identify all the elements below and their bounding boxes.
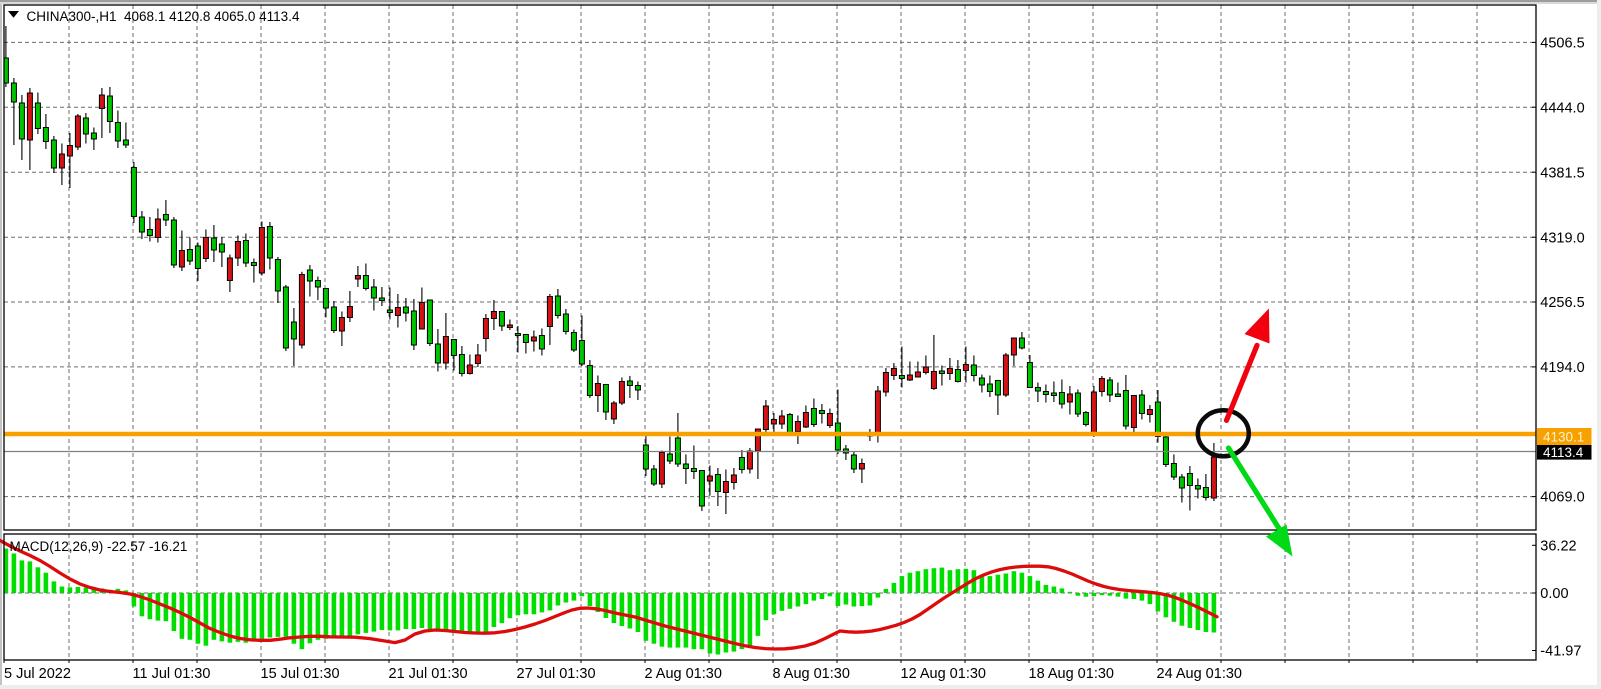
svg-text:24 Aug 01:30: 24 Aug 01:30	[1157, 666, 1242, 682]
svg-text:15 Jul 01:30: 15 Jul 01:30	[261, 666, 340, 682]
svg-text:4319.0: 4319.0	[1540, 230, 1584, 246]
svg-text:4381.5: 4381.5	[1540, 165, 1584, 181]
svg-text:12 Aug 01:30: 12 Aug 01:30	[901, 666, 986, 682]
svg-text:4069.0: 4069.0	[1540, 490, 1584, 506]
svg-text:27 Jul 01:30: 27 Jul 01:30	[517, 666, 596, 682]
svg-text:8 Aug 01:30: 8 Aug 01:30	[773, 666, 850, 682]
svg-text:36.22: 36.22	[1540, 538, 1576, 554]
svg-text:21 Jul 01:30: 21 Jul 01:30	[389, 666, 468, 682]
svg-text:2 Aug 01:30: 2 Aug 01:30	[645, 666, 722, 682]
svg-text:-41.97: -41.97	[1540, 644, 1581, 660]
svg-text:4444.0: 4444.0	[1540, 100, 1584, 116]
svg-text:MACD(12,26,9) -22.57 -16.21: MACD(12,26,9) -22.57 -16.21	[10, 539, 188, 554]
svg-text:CHINA300-,H1 4068.1 4120.8 40: CHINA300-,H1 4068.1 4120.8 4065.0 4113.4	[27, 9, 300, 24]
svg-text:4130.1: 4130.1	[1543, 429, 1584, 444]
svg-text:4506.5: 4506.5	[1540, 36, 1584, 52]
svg-text:5 Jul 2022: 5 Jul 2022	[4, 666, 71, 682]
svg-text:4194.0: 4194.0	[1540, 360, 1584, 376]
svg-text:4256.5: 4256.5	[1540, 295, 1584, 311]
svg-text:18 Aug 01:30: 18 Aug 01:30	[1029, 666, 1114, 682]
svg-text:0.00: 0.00	[1540, 586, 1568, 602]
svg-text:4113.4: 4113.4	[1543, 445, 1584, 460]
svg-text:11 Jul 01:30: 11 Jul 01:30	[133, 666, 211, 682]
